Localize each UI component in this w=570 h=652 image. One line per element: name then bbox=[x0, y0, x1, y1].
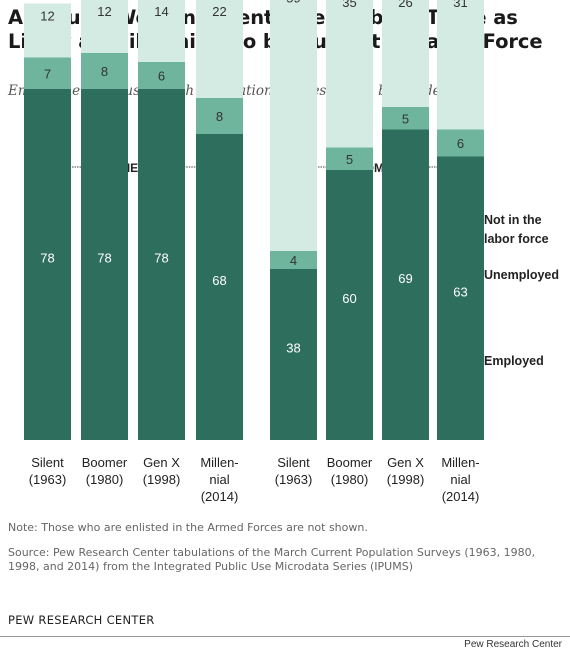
data-label-men-3-unemployed: 8 bbox=[216, 109, 223, 124]
data-label-women-1-unemployed: 5 bbox=[346, 152, 353, 167]
data-label-women-0-employed: 38 bbox=[286, 341, 300, 356]
data-label-women-1-not-in-labor-force: 35 bbox=[342, 0, 356, 10]
bar-women-0-not-in-labor-force bbox=[270, 0, 317, 251]
bar-women-2-employed bbox=[382, 129, 429, 440]
bar-women-2-unemployed bbox=[382, 107, 429, 130]
chart-note: Note: Those who are enlisted in the Arme… bbox=[8, 521, 368, 534]
data-label-men-1-not-in-labor-force: 12 bbox=[97, 4, 111, 19]
bar-men-3-not-in-labor-force bbox=[196, 0, 243, 98]
legend-employed: Employed bbox=[484, 354, 544, 368]
bar-women-1-employed bbox=[326, 170, 373, 440]
bar-men-3-unemployed bbox=[196, 98, 243, 134]
data-label-men-0-employed: 78 bbox=[40, 251, 54, 266]
category-label-women-3: nial bbox=[450, 472, 470, 487]
data-label-men-1-unemployed: 8 bbox=[101, 64, 108, 79]
bar-men-1-employed bbox=[81, 89, 128, 440]
bar-women-1-unemployed bbox=[326, 147, 373, 170]
category-label-men-2: (1998) bbox=[143, 472, 181, 487]
category-label-women-2: (1998) bbox=[387, 472, 425, 487]
category-label-women-1: Boomer bbox=[327, 455, 373, 470]
chart-source: Source: Pew Research Center tabulations … bbox=[8, 546, 536, 573]
category-label-women-0: (1963) bbox=[275, 472, 313, 487]
bar-men-3-employed bbox=[196, 134, 243, 440]
data-label-men-0-not-in-labor-force: 12 bbox=[40, 9, 54, 24]
data-label-men-0-unemployed: 7 bbox=[44, 66, 51, 81]
data-label-men-2-employed: 78 bbox=[154, 251, 168, 266]
data-label-women-3-unemployed: 6 bbox=[457, 136, 464, 151]
category-label-men-3: nial bbox=[209, 472, 229, 487]
category-label-women-3: (2014) bbox=[442, 489, 480, 504]
category-label-men-1: Boomer bbox=[82, 455, 128, 470]
bar-women-3-employed bbox=[437, 156, 484, 440]
bar-women-2-not-in-labor-force bbox=[382, 0, 429, 107]
stacked-bar-chart: MEN78712Silent(1963)78812Boomer(1980)786… bbox=[24, 0, 559, 504]
data-label-men-3-employed: 68 bbox=[212, 273, 226, 288]
data-label-men-2-unemployed: 6 bbox=[158, 69, 165, 84]
bar-women-0-unemployed bbox=[270, 251, 317, 269]
bar-women-1-not-in-labor-force bbox=[326, 0, 373, 148]
legend-not-in-labor-force: labor force bbox=[484, 232, 549, 246]
bar-men-0-unemployed bbox=[24, 57, 71, 89]
category-label-women-1: (1980) bbox=[331, 472, 369, 487]
organization-name: PEW RESEARCH CENTER bbox=[8, 613, 155, 627]
bar-women-3-not-in-labor-force bbox=[437, 0, 484, 130]
data-label-women-0-unemployed: 4 bbox=[290, 253, 297, 268]
category-label-men-2: Gen X bbox=[143, 455, 180, 470]
category-label-women-0: Silent bbox=[277, 455, 310, 470]
category-label-women-3: Millen- bbox=[441, 455, 479, 470]
category-label-men-0: Silent bbox=[31, 455, 64, 470]
data-label-men-1-employed: 78 bbox=[97, 251, 111, 266]
data-label-men-3-not-in-labor-force: 22 bbox=[212, 4, 226, 19]
category-label-men-3: Millen- bbox=[200, 455, 238, 470]
category-label-women-2: Gen X bbox=[387, 455, 424, 470]
bar-men-2-employed bbox=[138, 89, 185, 440]
bar-men-0-not-in-labor-force bbox=[24, 3, 71, 58]
category-label-men-1: (1980) bbox=[86, 472, 124, 487]
image-credit: Pew Research Center bbox=[464, 639, 562, 650]
bar-men-0-employed bbox=[24, 89, 71, 440]
bar-men-2-unemployed bbox=[138, 62, 185, 89]
footer-divider bbox=[0, 636, 570, 637]
bar-men-2-not-in-labor-force bbox=[138, 0, 185, 62]
data-label-women-2-unemployed: 5 bbox=[402, 111, 409, 126]
data-label-women-1-employed: 60 bbox=[342, 291, 356, 306]
bar-women-3-unemployed bbox=[437, 129, 484, 157]
data-label-women-3-employed: 63 bbox=[453, 284, 467, 299]
bar-women-0-employed bbox=[270, 269, 317, 440]
bar-men-1-unemployed bbox=[81, 53, 128, 89]
data-label-women-2-not-in-labor-force: 26 bbox=[398, 0, 412, 10]
category-label-men-3: (2014) bbox=[201, 489, 239, 504]
data-label-men-2-not-in-labor-force: 14 bbox=[154, 4, 168, 19]
data-label-women-0-not-in-labor-force: 59 bbox=[286, 0, 300, 6]
legend-unemployed: Unemployed bbox=[484, 268, 559, 282]
category-label-men-0: (1963) bbox=[29, 472, 67, 487]
data-label-women-2-employed: 69 bbox=[398, 271, 412, 286]
data-label-women-3-not-in-labor-force: 31 bbox=[453, 0, 467, 10]
legend-not-in-labor-force: Not in the bbox=[484, 213, 542, 227]
bar-men-1-not-in-labor-force bbox=[81, 0, 128, 53]
